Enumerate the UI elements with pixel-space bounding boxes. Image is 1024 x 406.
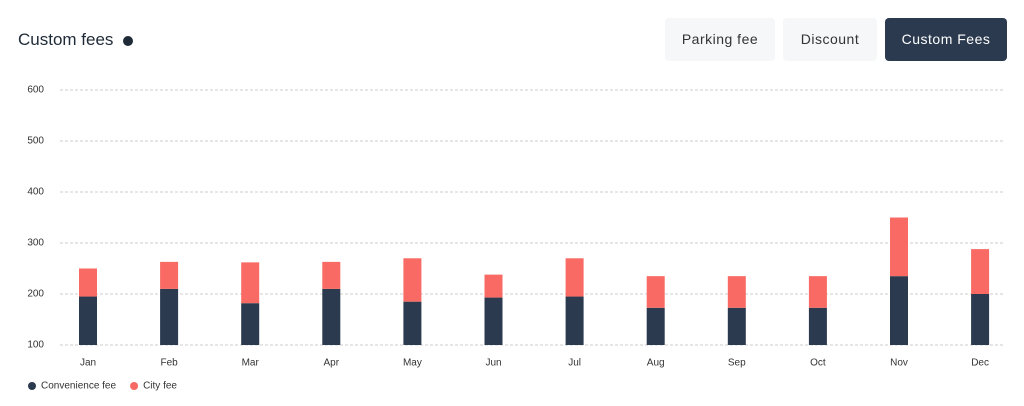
title: Custom fees bbox=[18, 30, 114, 49]
bar-segment bbox=[646, 307, 665, 345]
bar-segment bbox=[971, 249, 990, 294]
bar-segment bbox=[890, 217, 908, 277]
bar-segment bbox=[565, 258, 584, 297]
bar-segment bbox=[160, 261, 179, 289]
y-tick-label: 600 bbox=[27, 85, 44, 96]
x-tick-label: Oct bbox=[810, 358, 826, 369]
x-tick-label: May bbox=[403, 358, 422, 369]
y-tick-label: 200 bbox=[27, 289, 44, 300]
bar-segment bbox=[808, 307, 827, 345]
x-tick-label: Dec bbox=[971, 358, 989, 369]
x-tick-label: Jan bbox=[80, 358, 96, 369]
bar-segment bbox=[403, 258, 422, 302]
info-icon[interactable] bbox=[123, 36, 133, 46]
x-tick-label: Apr bbox=[324, 358, 340, 369]
bar-segment bbox=[808, 276, 827, 308]
x-tick-label: Jun bbox=[485, 358, 501, 369]
x-tick-label: Jul bbox=[568, 358, 581, 369]
x-tick-label: Aug bbox=[647, 358, 665, 369]
bar-segment bbox=[646, 276, 665, 308]
y-tick-label: 100 bbox=[27, 340, 44, 351]
tab[interactable]: Discount bbox=[783, 18, 877, 61]
bar-segment bbox=[484, 274, 503, 298]
y-tick-label: 400 bbox=[27, 187, 44, 198]
bar-segment bbox=[322, 261, 341, 289]
bar-segment bbox=[727, 276, 746, 308]
bar-segment bbox=[890, 276, 908, 345]
x-tick-label: Mar bbox=[242, 358, 260, 369]
legend-marker bbox=[130, 382, 139, 390]
tab[interactable]: Parking fee bbox=[665, 18, 775, 61]
x-tick-label: Sep bbox=[728, 358, 746, 369]
x-tick-label: Feb bbox=[160, 358, 178, 369]
bar-segment bbox=[241, 262, 260, 304]
legend-label: Convenience fee bbox=[41, 381, 116, 392]
bar-segment bbox=[79, 296, 97, 345]
legend-label: City fee bbox=[143, 381, 177, 392]
x-tick-label: Nov bbox=[890, 358, 908, 369]
bar-segment bbox=[79, 268, 97, 297]
y-tick-label: 500 bbox=[27, 136, 44, 147]
bar-segment bbox=[322, 288, 341, 345]
bar-segment bbox=[727, 307, 746, 345]
bar-segment bbox=[160, 288, 179, 345]
bar-segment bbox=[971, 294, 990, 345]
bar-segment bbox=[484, 297, 503, 345]
bar-segment bbox=[241, 303, 260, 345]
tab[interactable]: Custom Fees bbox=[885, 18, 1007, 61]
bar-segment bbox=[565, 296, 584, 345]
bar-segment bbox=[403, 301, 422, 345]
legend-marker bbox=[28, 382, 36, 390]
y-tick-label: 300 bbox=[27, 238, 44, 249]
